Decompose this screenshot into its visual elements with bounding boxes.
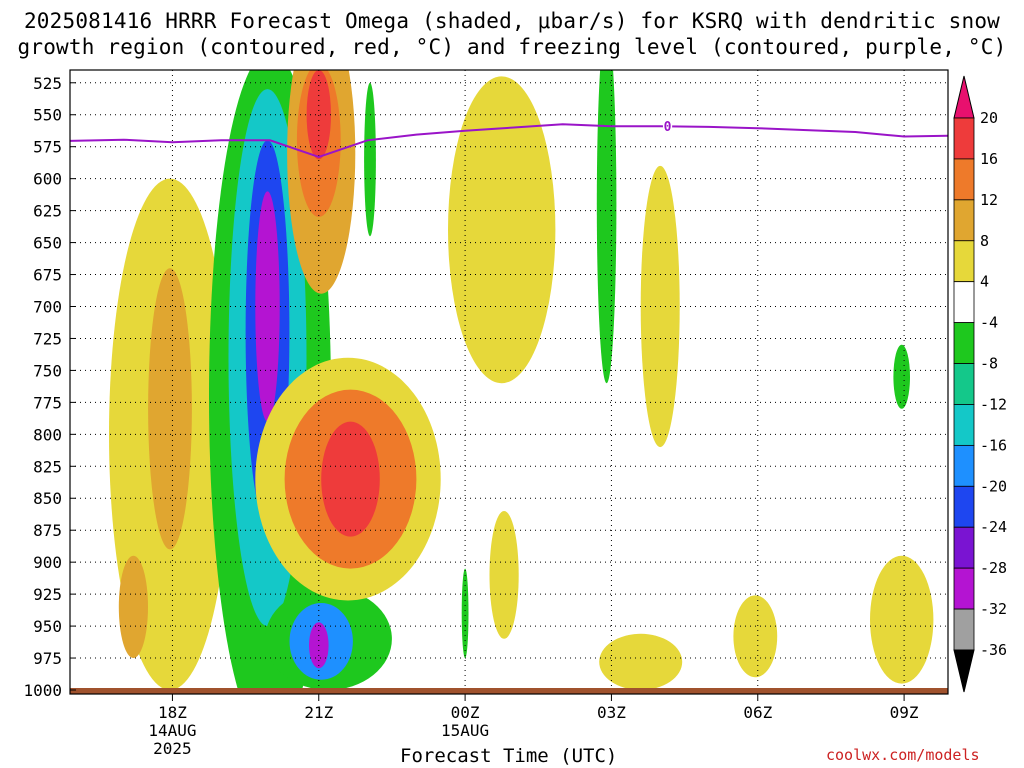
colorbar-label-4: 4 [980, 273, 989, 291]
y-tick-label-825: 825 [33, 457, 62, 476]
x-tick-label-06Z: 06Z [743, 703, 772, 722]
omega-region-23 [733, 595, 778, 678]
y-tick-label-675: 675 [33, 266, 62, 285]
y-tick-label-575: 575 [33, 138, 62, 157]
y-axis: 525 550 575 600 625 650 675 700 725 750 775 800 825 8… [23, 74, 76, 700]
omega-region-17 [448, 76, 556, 384]
colorbar-box-11 [953, 526, 975, 569]
colorbar-box-1 [953, 117, 975, 160]
y-tick-label-650: 650 [33, 234, 62, 253]
y-tick-label-925: 925 [33, 585, 62, 604]
grid-lines [70, 70, 948, 691]
colorbar-label-13: -36 [980, 641, 1007, 659]
omega-region-25 [893, 344, 910, 409]
y-tick-label-550: 550 [33, 106, 62, 125]
colorbar-box-4 [953, 240, 975, 283]
colorbar-top-arrow [953, 75, 975, 119]
colorbar-label-11: -28 [980, 559, 1007, 577]
chart-title-line-1: 2025081416 HRRR Forecast Omega (shaded, … [23, 9, 1001, 33]
y-tick-label-700: 700 [33, 297, 62, 316]
colorbar-label-6: -8 [980, 355, 998, 373]
colorbar-box-5 [953, 281, 975, 324]
colorbar-label-8: -16 [980, 436, 1007, 454]
colorbar-label-2: 12 [980, 191, 998, 209]
colorbar-label-7: -12 [980, 395, 1007, 413]
omega-region-18 [489, 511, 519, 639]
colorbar-bottom-arrow [953, 649, 975, 693]
credit-link[interactable]: coolwx.com/models [826, 746, 980, 764]
colorbar-label-12: -32 [980, 600, 1007, 618]
x-tick-date-18Z: 14AUG [148, 721, 196, 740]
colorbar-box-10 [953, 485, 975, 528]
colorbar-box-3 [953, 199, 975, 242]
x-tick-date-00Z: 15AUG [441, 721, 489, 740]
x-tick-label-03Z: 03Z [597, 703, 626, 722]
surface-band [70, 688, 948, 694]
x-tick-label-21Z: 21Z [304, 703, 333, 722]
colorbar-label-0: 20 [980, 109, 998, 127]
freezing-level-label: 0 [664, 120, 672, 135]
omega-region-12 [321, 421, 380, 537]
x-tick-label-18Z: 18Z [158, 703, 187, 722]
omega-region-1 [148, 268, 192, 550]
omega-region-22 [599, 633, 683, 690]
x-axis-label: Forecast Time (UTC) [400, 745, 618, 767]
y-tick-label-1000: 1000 [23, 681, 62, 700]
freezing-level-contour: 0 [70, 119, 948, 158]
colorbar: 20 16 12 8 4 -4 -8 -12 -16 -20 -24 -28 -32 -36 [953, 75, 1007, 693]
colorbar-label-10: -24 [980, 518, 1007, 536]
colorbar-box-12 [953, 567, 975, 610]
y-tick-label-850: 850 [33, 489, 62, 508]
omega-shading [109, 70, 934, 690]
freezing-level-line [70, 123, 948, 158]
omega-region-24 [870, 555, 934, 684]
y-tick-label-600: 600 [33, 170, 62, 189]
omega-region-2 [118, 555, 148, 659]
colorbar-label-3: 8 [980, 232, 989, 250]
y-tick-label-975: 975 [33, 649, 62, 668]
y-tick-label-800: 800 [33, 425, 62, 444]
y-tick-label-775: 775 [33, 393, 62, 412]
y-tick-label-725: 725 [33, 329, 62, 348]
x-tick-label-09Z: 09Z [890, 703, 919, 722]
omega-region-15 [306, 70, 331, 160]
x-tick-label-00Z: 00Z [451, 703, 480, 722]
y-tick-label-750: 750 [33, 361, 62, 380]
colorbar-box-7 [953, 363, 975, 405]
y-tick-label-525: 525 [33, 74, 62, 93]
omega-region-16 [364, 82, 376, 237]
omega-region-19 [461, 568, 469, 658]
omega-region-6 [255, 191, 280, 422]
y-tick-label-950: 950 [33, 617, 62, 636]
colorbar-box-6 [953, 322, 975, 364]
colorbar-box-2 [953, 158, 975, 201]
y-tick-label-625: 625 [33, 202, 62, 221]
x-tick-year-18Z: 2025 [153, 739, 192, 758]
colorbar-label-5: -4 [980, 314, 998, 332]
plot-frame [69, 69, 949, 695]
colorbar-label-1: 16 [980, 150, 998, 168]
omega-region-20 [596, 70, 617, 384]
colorbar-box-9 [953, 444, 975, 487]
y-tick-label-875: 875 [33, 521, 62, 540]
colorbar-box-8 [953, 404, 975, 446]
chart-title-line-2: growth region (contoured, red, °C) and f… [17, 35, 1007, 59]
colorbar-box-13 [953, 608, 975, 651]
y-tick-label-900: 900 [33, 553, 62, 572]
colorbar-label-9: -20 [980, 477, 1007, 495]
